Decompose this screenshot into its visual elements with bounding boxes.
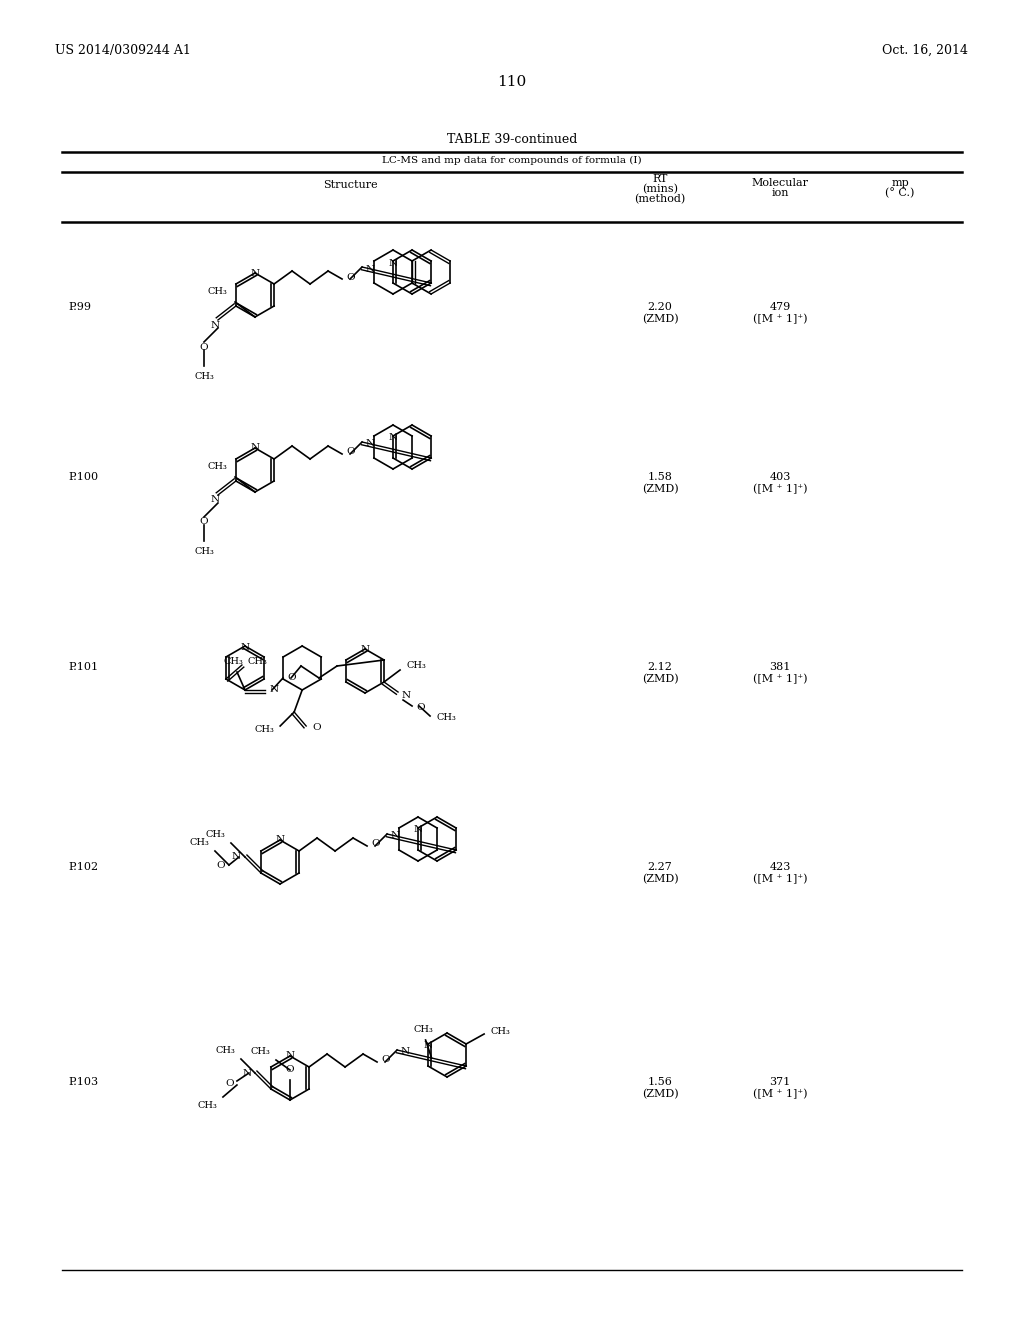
Text: O: O xyxy=(346,272,354,281)
Text: O: O xyxy=(286,1065,294,1074)
Text: LC-MS and mp data for compounds of formula (I): LC-MS and mp data for compounds of formu… xyxy=(382,156,642,165)
Text: TABLE 39-continued: TABLE 39-continued xyxy=(446,133,578,147)
Text: CH₃: CH₃ xyxy=(215,1045,234,1055)
Text: N: N xyxy=(401,692,411,701)
Text: 2.27
(ZMD): 2.27 (ZMD) xyxy=(642,862,678,884)
Text: P.101: P.101 xyxy=(68,663,98,672)
Text: CH₃: CH₃ xyxy=(197,1101,217,1110)
Text: 381
([M ⁺ 1]⁺): 381 ([M ⁺ 1]⁺) xyxy=(753,663,807,684)
Text: 1.58
(ZMD): 1.58 (ZMD) xyxy=(642,473,678,494)
Text: N: N xyxy=(241,644,250,652)
Text: N: N xyxy=(286,1052,295,1060)
Text: CH₃: CH₃ xyxy=(223,657,243,667)
Text: N: N xyxy=(414,825,423,834)
Text: 1.56
(ZMD): 1.56 (ZMD) xyxy=(642,1077,678,1100)
Text: CH₃: CH₃ xyxy=(414,1026,433,1034)
Text: (mins): (mins) xyxy=(642,183,678,194)
Text: 479
([M ⁺ 1]⁺): 479 ([M ⁺ 1]⁺) xyxy=(753,302,807,323)
Text: N: N xyxy=(360,644,370,653)
Text: RT: RT xyxy=(652,174,668,183)
Text: O: O xyxy=(225,1078,233,1088)
Text: O: O xyxy=(200,517,208,527)
Text: CH₃: CH₃ xyxy=(436,714,456,722)
Text: N: N xyxy=(251,268,259,277)
Text: CH₃: CH₃ xyxy=(205,830,225,840)
Text: O: O xyxy=(216,861,225,870)
Text: Molecular: Molecular xyxy=(752,178,809,187)
Text: CH₃: CH₃ xyxy=(194,546,214,556)
Text: P.103: P.103 xyxy=(68,1077,98,1086)
Text: CH₃: CH₃ xyxy=(189,838,209,847)
Text: N: N xyxy=(275,836,285,845)
Text: N: N xyxy=(388,259,397,268)
Text: US 2014/0309244 A1: US 2014/0309244 A1 xyxy=(55,44,190,57)
Text: O: O xyxy=(287,673,296,682)
Text: N: N xyxy=(365,440,374,449)
Text: O: O xyxy=(371,840,380,849)
Text: 403
([M ⁺ 1]⁺): 403 ([M ⁺ 1]⁺) xyxy=(753,473,807,494)
Text: Oct. 16, 2014: Oct. 16, 2014 xyxy=(882,44,968,57)
Text: Structure: Structure xyxy=(323,180,377,190)
Text: CH₃: CH₃ xyxy=(207,462,227,471)
Text: O: O xyxy=(312,723,321,733)
Text: N: N xyxy=(210,321,219,330)
Text: N: N xyxy=(424,1041,432,1051)
Text: N: N xyxy=(400,1048,410,1056)
Text: N: N xyxy=(270,685,280,694)
Text: N: N xyxy=(365,264,374,273)
Text: N: N xyxy=(243,1069,252,1078)
Text: P.100: P.100 xyxy=(68,473,98,482)
Text: (method): (method) xyxy=(635,194,686,205)
Text: O: O xyxy=(346,447,354,457)
Text: CH₃: CH₃ xyxy=(254,726,274,734)
Text: mp: mp xyxy=(891,178,909,187)
Text: O: O xyxy=(200,342,208,351)
Text: N: N xyxy=(390,832,399,841)
Text: N: N xyxy=(210,495,219,504)
Text: O: O xyxy=(381,1056,390,1064)
Text: O: O xyxy=(416,704,425,713)
Text: 2.12
(ZMD): 2.12 (ZMD) xyxy=(642,663,678,684)
Text: CH₃: CH₃ xyxy=(207,286,227,296)
Text: P.99: P.99 xyxy=(68,302,91,312)
Text: 2.20
(ZMD): 2.20 (ZMD) xyxy=(642,302,678,323)
Text: 423
([M ⁺ 1]⁺): 423 ([M ⁺ 1]⁺) xyxy=(753,862,807,884)
Text: P.102: P.102 xyxy=(68,862,98,873)
Text: CH₃: CH₃ xyxy=(407,661,426,671)
Text: (° C.): (° C.) xyxy=(886,187,914,198)
Text: N: N xyxy=(388,433,397,442)
Text: CH₃: CH₃ xyxy=(194,372,214,381)
Text: CH₃: CH₃ xyxy=(250,1047,270,1056)
Text: N: N xyxy=(251,444,259,453)
Text: 371
([M ⁺ 1]⁺): 371 ([M ⁺ 1]⁺) xyxy=(753,1077,807,1100)
Text: 110: 110 xyxy=(498,75,526,88)
Text: CH₃: CH₃ xyxy=(490,1027,510,1035)
Text: CH₃: CH₃ xyxy=(248,656,268,665)
Text: N: N xyxy=(231,851,241,861)
Text: ion: ion xyxy=(771,187,788,198)
